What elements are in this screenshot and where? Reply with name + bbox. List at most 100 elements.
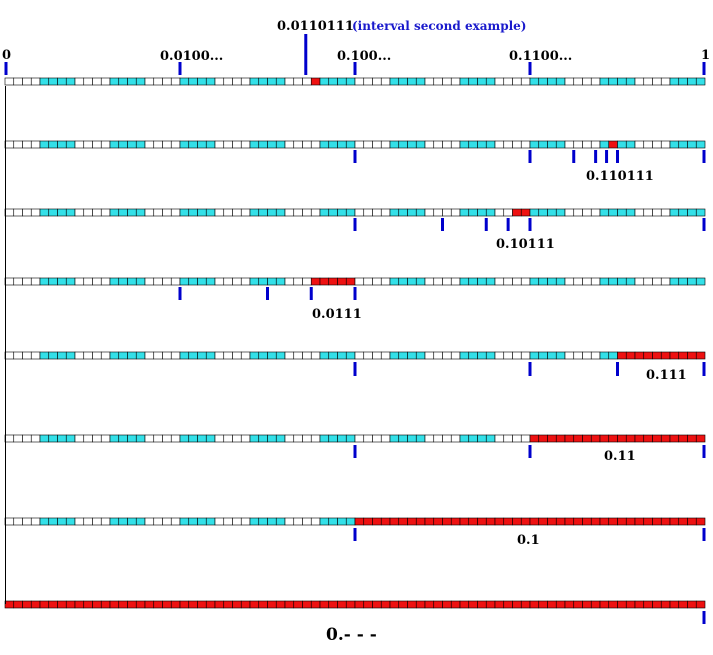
bar-cell	[258, 351, 268, 360]
bar-cell	[538, 140, 548, 149]
bar-cell	[652, 208, 662, 217]
bar-cell-selected	[319, 277, 330, 286]
bar-cell	[372, 77, 382, 86]
bar-cell	[485, 140, 496, 149]
bar-cell-selected	[249, 600, 260, 609]
bar-cell	[494, 277, 505, 286]
bar-cell	[678, 77, 688, 86]
bar-cell	[442, 351, 452, 360]
bar-cell	[573, 140, 583, 149]
bar-cell	[22, 208, 32, 217]
bar-cell	[170, 208, 181, 217]
bar-cell	[459, 77, 470, 86]
bar-cell	[240, 277, 251, 286]
bar-cell	[450, 277, 461, 286]
bar-cell	[652, 277, 662, 286]
bar-cell	[363, 434, 373, 443]
bar-cell	[380, 208, 391, 217]
interval-bar	[4, 208, 706, 217]
bar-cell-selected	[599, 600, 610, 609]
bar-cell	[450, 208, 461, 217]
bar-cell	[30, 351, 41, 360]
bar-cell	[223, 517, 233, 526]
bar-cell	[100, 77, 111, 86]
bar-cell	[153, 140, 163, 149]
bar-cell	[477, 434, 487, 443]
bar-cell	[240, 351, 251, 360]
bar-cell	[433, 434, 443, 443]
bar-cell	[144, 517, 155, 526]
bar-cell	[249, 208, 260, 217]
bar-cell	[687, 77, 697, 86]
bar-cell	[468, 208, 478, 217]
bar-cell-selected	[310, 277, 321, 286]
bar-cell-selected	[494, 517, 505, 526]
bar-cell	[512, 277, 522, 286]
bar-cell	[22, 351, 32, 360]
bar-cell-selected	[660, 517, 671, 526]
bar-cell	[127, 277, 137, 286]
bar-cell	[13, 208, 23, 217]
bar-cell	[617, 140, 627, 149]
bar-cell	[389, 351, 400, 360]
bar-cell	[520, 434, 531, 443]
bar-cell	[634, 77, 645, 86]
bar-cell	[424, 77, 435, 86]
bar-cell	[275, 140, 286, 149]
bar-cell	[599, 277, 610, 286]
bar-cell	[188, 277, 198, 286]
bar-cell	[267, 277, 277, 286]
bar-cell-selected	[468, 517, 478, 526]
bar-cell	[450, 140, 461, 149]
bar-cell	[678, 208, 688, 217]
bar-cell	[205, 208, 216, 217]
bar-cell	[92, 77, 102, 86]
bar-cell-selected	[485, 600, 496, 609]
bar-cell-selected	[74, 600, 85, 609]
bar-cell	[275, 351, 286, 360]
bar-cell	[57, 140, 67, 149]
bar-cell	[529, 351, 540, 360]
bar-cell	[608, 208, 618, 217]
bar-cell-selected	[503, 600, 513, 609]
bar-cell	[127, 517, 137, 526]
bar-cell	[415, 208, 426, 217]
bar-cell	[512, 140, 522, 149]
bar-cell	[188, 434, 198, 443]
bar-cell	[433, 351, 443, 360]
bar-cell	[267, 351, 277, 360]
bar-cell	[354, 351, 365, 360]
bar-cell	[485, 434, 496, 443]
bar-cell	[118, 434, 128, 443]
bar-cell	[494, 434, 505, 443]
bar-cell-selected	[529, 600, 540, 609]
bar-cell-selected	[617, 351, 627, 360]
bar-cell-selected	[555, 600, 566, 609]
bar-cell	[599, 208, 610, 217]
bar-cell-selected	[564, 600, 575, 609]
bar-cell	[39, 351, 50, 360]
bar-cell-selected	[669, 600, 680, 609]
bar-cell	[302, 434, 312, 443]
bar-cell	[520, 351, 531, 360]
bar-cell	[275, 277, 286, 286]
bar-cell	[205, 517, 216, 526]
bar-cell	[267, 517, 277, 526]
bar-cell	[319, 208, 330, 217]
bar-cell	[92, 140, 102, 149]
bar-cell	[582, 351, 592, 360]
bar-cell	[319, 517, 330, 526]
bar-cell	[13, 351, 23, 360]
bar-cell	[450, 434, 461, 443]
bar-cell	[494, 351, 505, 360]
bar-cell-selected	[573, 600, 583, 609]
bar-cell	[319, 351, 330, 360]
bar-cell	[459, 208, 470, 217]
bar-cell	[65, 434, 76, 443]
bar-cell-selected	[363, 600, 373, 609]
bar-cell	[328, 77, 338, 86]
bar-cell	[13, 77, 23, 86]
bar-cell	[372, 208, 382, 217]
bar-cell	[433, 140, 443, 149]
bar-cell	[695, 77, 706, 86]
